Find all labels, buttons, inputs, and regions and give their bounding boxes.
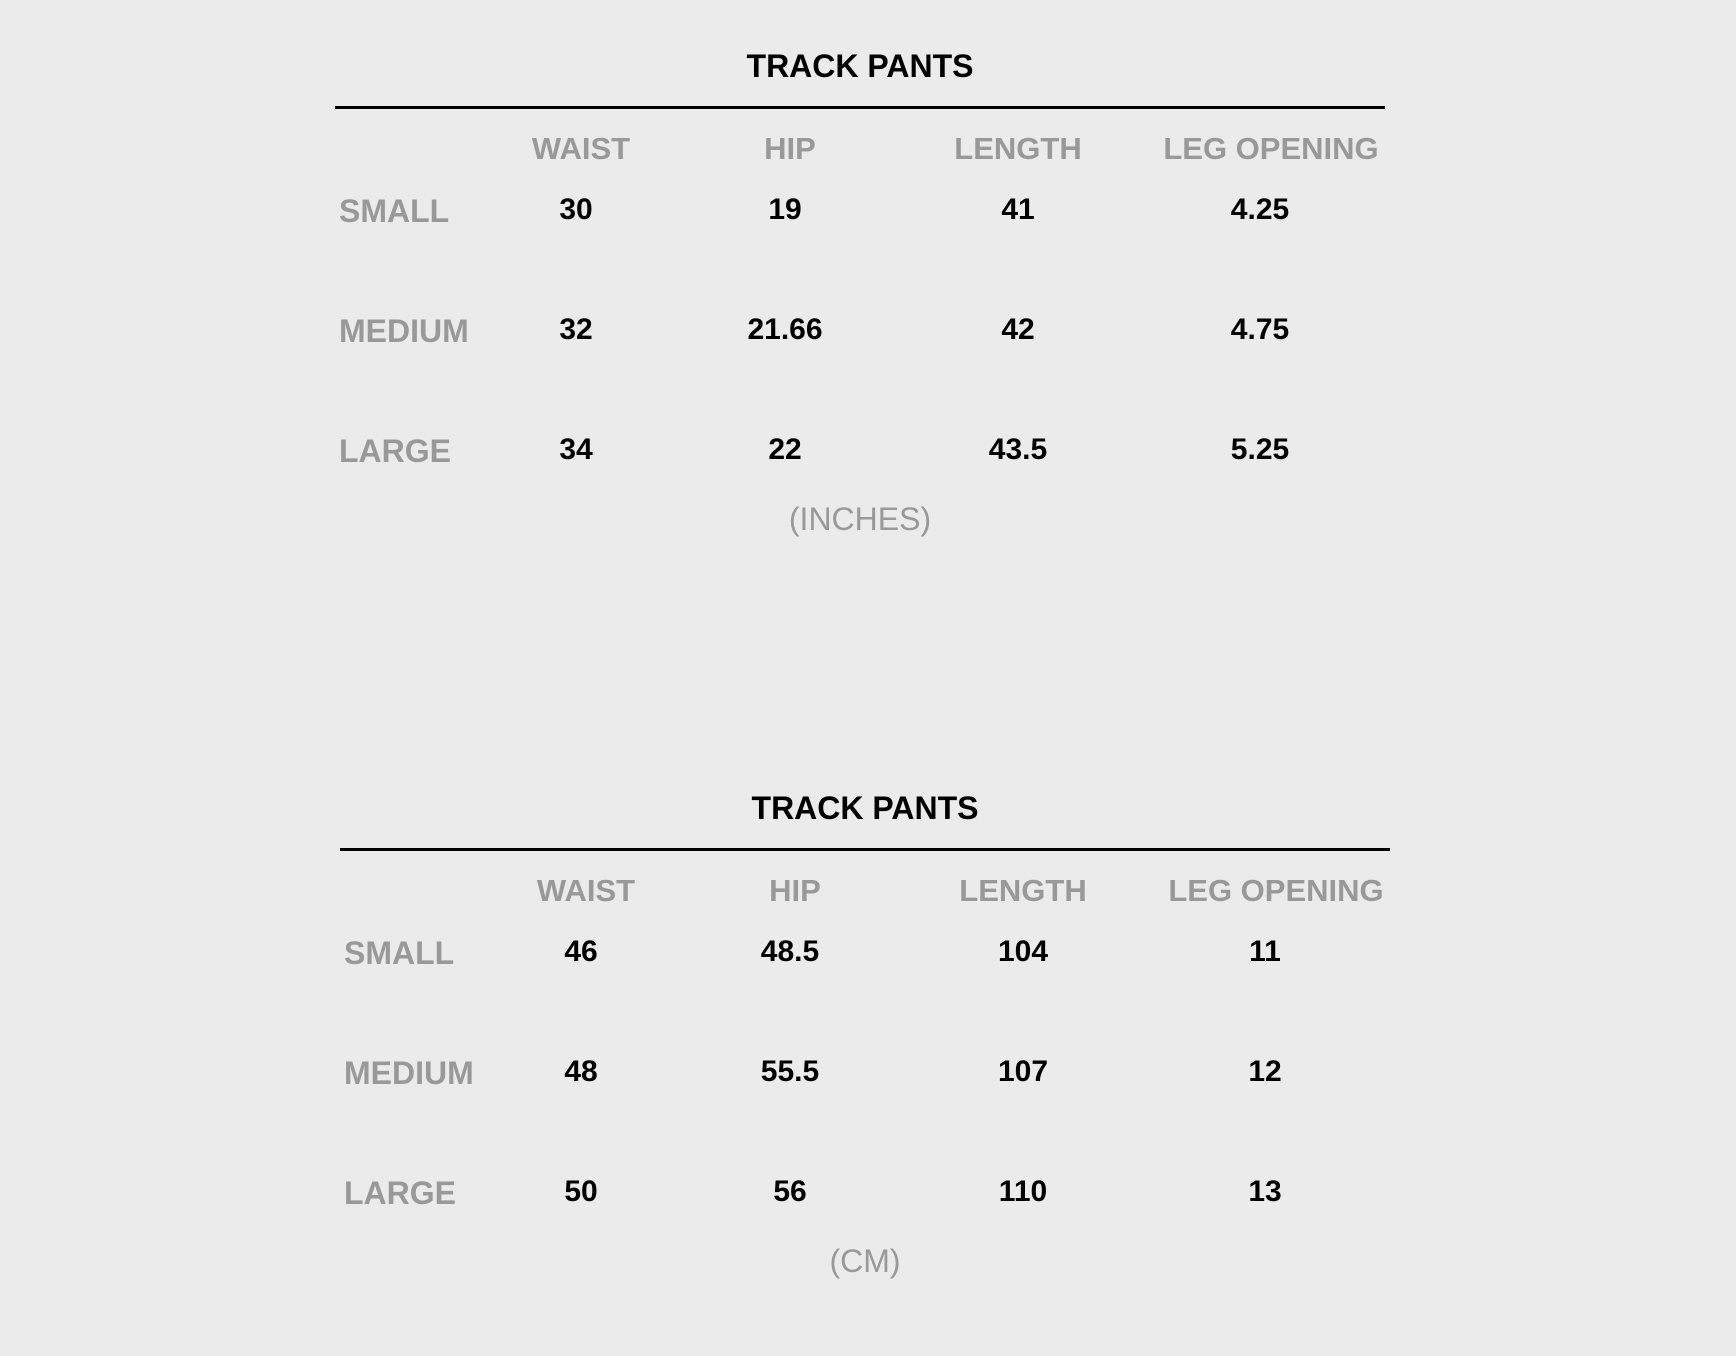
table-cell: 48 bbox=[564, 1055, 598, 1088]
chart-title: TRACK PANTS bbox=[746, 48, 974, 84]
table-cell: 43.5 bbox=[988, 433, 1048, 466]
row-label-small: SMALL bbox=[339, 193, 450, 229]
table-cell: 41 bbox=[1001, 193, 1035, 226]
row-label-small: SMALL bbox=[344, 935, 455, 971]
column-header-waist: WAIST bbox=[536, 873, 636, 908]
title-divider bbox=[335, 106, 1385, 109]
table-cell: 104 bbox=[997, 935, 1049, 968]
title-divider bbox=[340, 848, 1390, 851]
row-label-medium: MEDIUM bbox=[344, 1055, 474, 1091]
row-label-large: LARGE bbox=[339, 433, 451, 469]
table-cell: 34 bbox=[559, 433, 593, 466]
table-cell: 56 bbox=[773, 1175, 807, 1208]
table-cell: 12 bbox=[1248, 1055, 1282, 1088]
size-chart-inches: TRACK PANTS WAIST HIP LENGTH LEG OPENING… bbox=[335, 40, 1395, 550]
column-header-waist: WAIST bbox=[531, 131, 631, 166]
table-cell: 48.5 bbox=[760, 935, 820, 968]
table-cell: 46 bbox=[564, 935, 598, 968]
table-cell: 22 bbox=[768, 433, 802, 466]
table-cell: 21.66 bbox=[747, 313, 823, 346]
column-header-hip: HIP bbox=[769, 873, 821, 908]
chart-title: TRACK PANTS bbox=[751, 790, 979, 826]
table-cell: 4.25 bbox=[1230, 193, 1290, 226]
row-label-large: LARGE bbox=[344, 1175, 456, 1211]
table-cell: 11 bbox=[1249, 935, 1281, 968]
units-label: (INCHES) bbox=[788, 501, 932, 537]
table-cell: 30 bbox=[559, 193, 593, 226]
table-cell: 4.75 bbox=[1230, 313, 1290, 346]
table-cell: 50 bbox=[564, 1175, 598, 1208]
column-header-hip: HIP bbox=[764, 131, 816, 166]
table-cell: 32 bbox=[559, 313, 593, 346]
column-header-leg-opening: LEG OPENING bbox=[1168, 873, 1384, 908]
column-header-length: LENGTH bbox=[959, 873, 1087, 908]
column-header-leg-opening: LEG OPENING bbox=[1163, 131, 1379, 166]
table-cell: 13 bbox=[1248, 1175, 1282, 1208]
table-cell: 19 bbox=[768, 193, 802, 226]
table-cell: 5.25 bbox=[1230, 433, 1290, 466]
table-cell: 55.5 bbox=[760, 1055, 820, 1088]
size-chart-cm: TRACK PANTS WAIST HIP LENGTH LEG OPENING… bbox=[340, 782, 1400, 1292]
units-label: (CM) bbox=[829, 1243, 901, 1279]
row-label-medium: MEDIUM bbox=[339, 313, 469, 349]
column-header-length: LENGTH bbox=[954, 131, 1082, 166]
table-cell: 107 bbox=[997, 1055, 1049, 1088]
table-cell: 110 bbox=[998, 1175, 1048, 1208]
table-cell: 42 bbox=[1001, 313, 1035, 346]
